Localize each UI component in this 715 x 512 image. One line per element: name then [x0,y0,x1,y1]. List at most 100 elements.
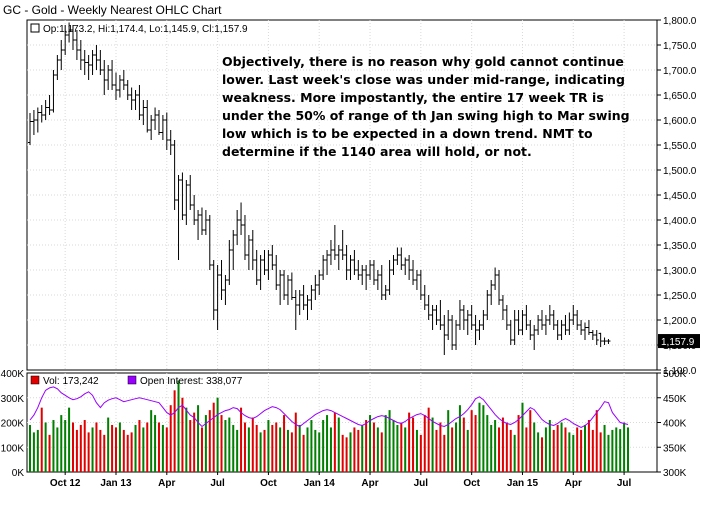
volume-bar [134,424,137,472]
ohlc-bar [168,130,173,155]
ohlc-bar [403,257,408,275]
ohlc-bar [94,45,99,70]
volume-bar [423,415,426,472]
volume-bar [138,420,141,472]
volume-bar [462,417,465,472]
ohlc-bar [364,265,369,290]
ohlc-bar [278,270,283,305]
oi-tick-label: 450K [663,394,687,405]
ohlc-bar [395,247,400,265]
volume-bar [212,402,215,472]
volume-bar [99,429,102,472]
oi-tick-label: 300K [663,468,687,479]
ohlc-bar [282,270,287,300]
ohlc-bar [512,310,517,345]
volume-bar [91,427,94,472]
volume-bar [306,427,309,472]
ohlc-bar [289,272,294,300]
volume-bar [529,410,532,472]
ohlc-bar [465,310,470,335]
ohlc-bar [297,290,302,315]
volume-bar [271,424,274,472]
volume-bar [267,420,270,472]
ohlc-bar [418,270,423,300]
ohlc-bar [586,320,591,335]
volume-bar [521,402,524,472]
volume-bar [369,415,372,472]
ohlc-bar [563,315,568,335]
ohlc-bar [164,112,169,150]
volume-bar [443,434,446,472]
volume-bar [322,420,325,472]
last-price-label: 1,157.9 [661,337,695,348]
open-interest-line [29,386,629,428]
volume-bar [357,429,360,472]
ohlc-bar [457,300,462,330]
ohlc-bar [223,275,228,305]
ohlc-bar [227,240,232,285]
volume-bar [146,422,149,472]
volume-bar [380,432,383,472]
ohlc-bar [422,285,427,310]
ohlc-bar [332,225,337,260]
ohlc-bar [262,250,267,275]
volume-legend-swatch [30,375,40,385]
ohlc-legend-swatch [30,23,40,33]
price-tick-label: 1,550.0 [663,141,697,152]
volume-bar [560,422,563,472]
ohlc-bar [145,100,150,133]
ohlc-bar [590,330,595,340]
volume-bar [95,422,98,472]
volume-bar [118,422,121,472]
volume-bar [490,424,493,472]
volume-bar [470,410,473,472]
ohlc-bar [203,210,208,235]
volume-bar [64,420,67,472]
ohlc-bar [28,113,32,145]
ohlc-bar [106,65,111,90]
ohlc-bar [360,265,365,285]
volume-bar [572,434,575,472]
ohlc-bar [258,255,263,290]
open-interest-legend-text: Open Interest: 338,077 [140,376,243,387]
last-price-box [658,334,700,349]
ohlc-bar [82,50,87,75]
volume-bar [498,427,501,472]
volume-bar [482,405,485,472]
volume-bar [396,424,399,472]
ohlc-bar [399,247,404,270]
volume-bar [87,432,90,472]
volume-bar [431,417,434,472]
annotation-line: lower. Last week's close was under mid-r… [222,72,625,87]
ohlc-bar [207,215,212,270]
x-tick-label: Jul [414,478,429,489]
volume-bar [228,417,231,472]
volume-bar [75,429,78,472]
ohlc-bar [328,240,333,265]
volume-bar [349,432,352,472]
volume-bar [240,407,243,472]
ohlc-bar [340,230,345,260]
volume-bar [150,410,153,472]
volume-bar [435,429,438,472]
volume-bar [415,429,418,472]
price-tick-label: 1,450.0 [663,191,697,202]
ohlc-bar [391,255,396,275]
volume-bar [243,422,246,472]
ohlc-bar [313,275,318,300]
ohlc-bar [325,250,330,275]
volume-bar [302,434,305,472]
ohlc-bar [242,215,247,260]
open-interest-axis: 300K 350K 400K 450K 500K [657,369,687,479]
x-tick-label: Apr [565,478,582,489]
ohlc-bar [305,295,310,320]
volume-bar [283,415,286,472]
volume-bar [29,424,31,472]
ohlc-bar [485,290,490,320]
ohlc-bar [235,210,240,245]
ohlc-bar [411,260,416,285]
annotation-line: low which is to be expected in a down tr… [222,126,593,141]
volume-bar [599,432,602,472]
volume-bar [318,432,321,472]
ohlc-bar [446,310,451,340]
